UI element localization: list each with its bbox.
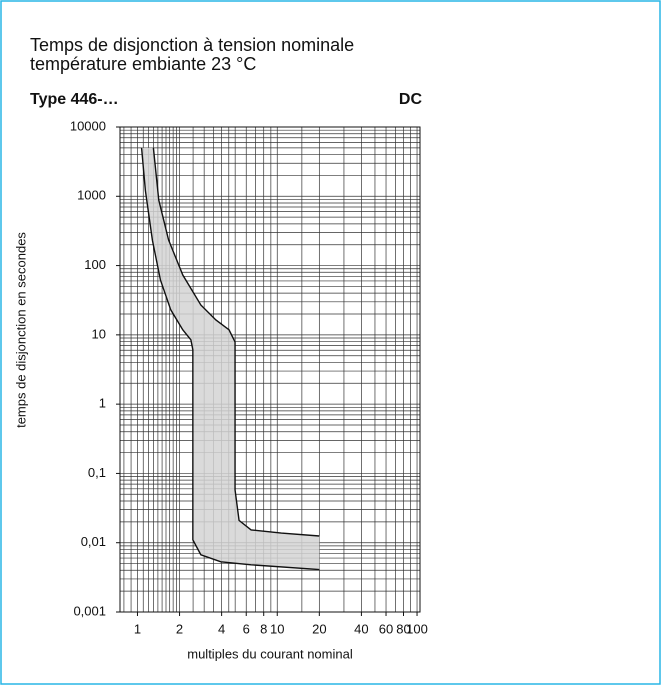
x-tick-label: 40 [354, 621, 368, 636]
plot-border [119, 126, 421, 613]
x-tick-label: 80 [396, 621, 410, 636]
y-tick-label: 0,001 [73, 603, 106, 618]
x-tick-label: 2 [176, 621, 183, 636]
x-tick-label: 60 [379, 621, 393, 636]
band-fill [141, 147, 320, 570]
x-tick-label: 10 [270, 621, 284, 636]
y-tick-label: 10 [92, 326, 106, 341]
y-tick-label: 100 [84, 257, 106, 272]
x-tick-label: 100 [406, 621, 428, 636]
curve [140, 147, 320, 571]
type-label: Type 446-… [30, 91, 119, 108]
y-tick-label: 10000 [70, 118, 106, 133]
current-label: DC [399, 91, 423, 108]
title-line: température embiante 23 °C [30, 54, 256, 74]
y-axis-label: temps de disjonction en secondes [13, 232, 28, 428]
title-line: Temps de disjonction à tension nominale [30, 35, 354, 55]
x-tick-label: 20 [312, 621, 326, 636]
x-tick-label: 6 [243, 621, 250, 636]
y-tick-label: 1 [99, 396, 106, 411]
x-tick-label: 1 [134, 621, 141, 636]
x-tick-label: 8 [260, 621, 267, 636]
curve [152, 147, 320, 537]
y-tick-label: 0,1 [88, 465, 106, 480]
x-tick-label: 4 [218, 621, 225, 636]
y-tick-label: 1000 [77, 188, 106, 203]
y-tick-label: 0,01 [81, 534, 106, 549]
x-axis-label: multiples du courant nominal [187, 646, 353, 661]
